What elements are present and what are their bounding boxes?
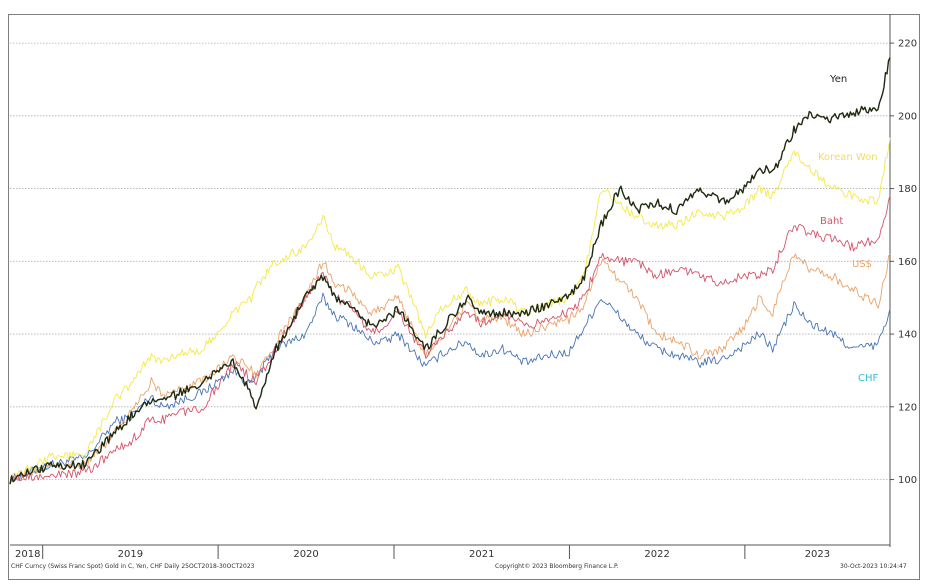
- y-tick-label-140: 140: [898, 330, 917, 341]
- series-label-yen: Yen: [829, 74, 847, 85]
- series-line-korean-won: [9, 137, 891, 485]
- x-tick-label-2020: 2020: [293, 549, 318, 560]
- y-tick-label-100: 100: [898, 475, 917, 486]
- footer-timestamp: 30-Oct-2023 10:24:47: [840, 563, 907, 570]
- y-tick-label-200: 200: [898, 111, 917, 122]
- footer-copyright: Copyright© 2023 Bloomberg Finance L.P.: [495, 563, 619, 570]
- y-tick-label-220: 220: [898, 39, 917, 50]
- series-line-chf: [9, 292, 891, 485]
- y-tick-label-160: 160: [898, 257, 917, 268]
- series-label-chf: CHF: [858, 373, 879, 384]
- series-label-korean-won: Korean Won: [818, 152, 878, 163]
- series-line-us-: [9, 253, 891, 485]
- y-tick-label-120: 120: [898, 402, 917, 413]
- x-tick-label-2021: 2021: [469, 549, 494, 560]
- x-tick-label-2022: 2022: [644, 549, 669, 560]
- x-tick-label-2019: 2019: [118, 549, 143, 560]
- y-tick-label-180: 180: [898, 184, 917, 195]
- x-tick-label-2023: 2023: [805, 549, 830, 560]
- footer-source: CHF Curncy (Swiss Franc Spot) Gold in C,…: [11, 563, 255, 570]
- series-label-us-: US$: [852, 259, 872, 270]
- series-label-baht: Baht: [820, 216, 843, 227]
- series-line-baht: [9, 195, 891, 485]
- series-line-yen: [9, 57, 891, 485]
- chart-frame: [8, 14, 920, 580]
- x-tick-label-2018: 2018: [15, 549, 40, 560]
